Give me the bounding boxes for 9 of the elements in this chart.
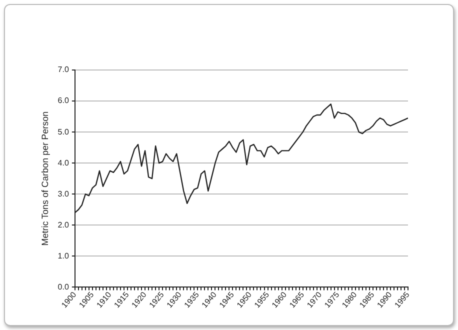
y-tick-label: 0.0 [58,282,70,292]
y-tick-label: 4.0 [58,158,70,168]
y-tick-label: 3.0 [58,189,70,198]
y-tick-label: 1.0 [58,251,70,260]
y-tick-label: 2.0 [58,220,70,230]
y-tick-label: 5.0 [58,127,70,136]
y-tick-label: 6.0 [58,96,70,106]
y-tick-label: 7.0 [58,65,70,74]
y-axis-title: Metric Tons of Carbon per Person [40,111,50,246]
